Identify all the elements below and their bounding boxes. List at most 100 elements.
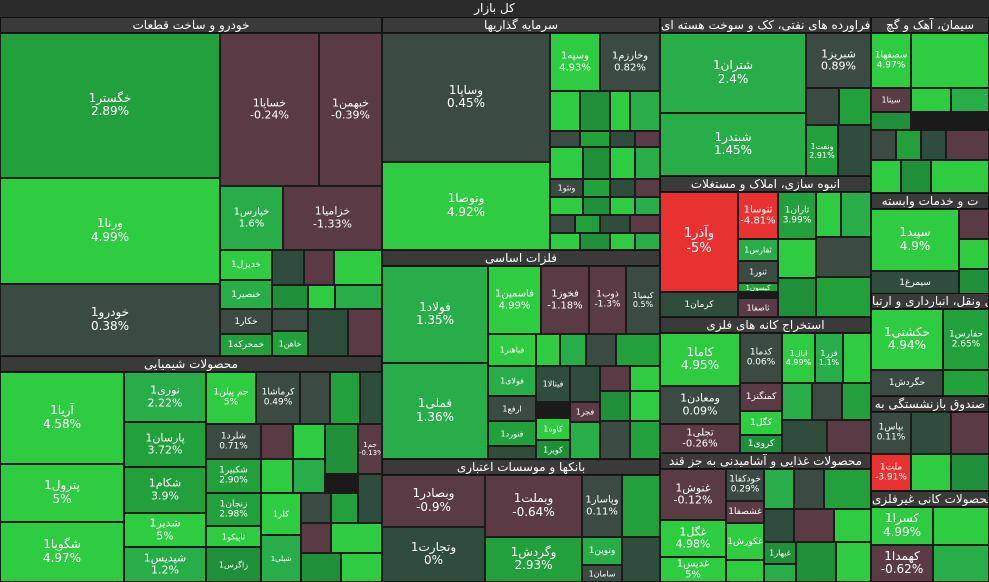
treemap-tile[interactable]: ذوب1 -1.3% (589, 266, 626, 334)
treemap-tile[interactable] (570, 422, 600, 459)
treemap-tile[interactable]: غکورش1 (726, 523, 764, 560)
treemap-tile[interactable] (933, 545, 989, 582)
treemap-tile[interactable] (560, 334, 586, 366)
treemap-tile[interactable] (630, 91, 660, 131)
sector-header[interactable]: حمل ونقل، انبارداری و ارتبا (871, 293, 989, 309)
treemap-tile[interactable]: وتوصا1 4.92% (382, 162, 550, 250)
treemap-tile[interactable] (261, 424, 293, 459)
treemap-tile[interactable] (959, 269, 989, 295)
treemap-tile[interactable] (622, 537, 660, 582)
treemap-tile[interactable] (726, 560, 764, 582)
treemap-tile[interactable] (550, 215, 575, 233)
sector-header[interactable]: سیمان، آهک و گچ (871, 17, 989, 33)
treemap-tile[interactable]: کهمدا1 -0.62% (871, 545, 933, 582)
treemap-tile[interactable] (600, 215, 630, 233)
treemap-tile[interactable]: زنجان1 2.98% (206, 493, 261, 526)
treemap-tile[interactable] (816, 192, 841, 237)
sector-header[interactable]: محصولات غذایی و آشامیدنی به جز قند (660, 453, 871, 469)
treemap-tile[interactable] (600, 366, 630, 391)
treemap-tile[interactable] (550, 131, 580, 147)
treemap-tile[interactable] (778, 278, 816, 317)
treemap-tile[interactable]: سصفها1 4.97% (871, 33, 911, 88)
treemap-tile[interactable]: وتجارت1 0% (382, 527, 485, 582)
treemap-tile[interactable] (272, 285, 308, 309)
treemap-tile[interactable] (630, 366, 660, 391)
treemap-tile[interactable] (841, 192, 871, 237)
treemap-tile[interactable]: کیمیا1 0.5% (626, 266, 660, 334)
treemap-tile[interactable] (911, 454, 951, 491)
treemap-tile[interactable] (308, 285, 335, 309)
treemap-tile[interactable]: فجر1 (570, 402, 600, 422)
treemap-tile[interactable] (536, 334, 560, 366)
treemap-tile[interactable] (946, 130, 989, 160)
treemap-tile[interactable] (921, 130, 946, 160)
treemap-tile[interactable]: خبهمن1 -0.39% (319, 33, 382, 186)
treemap-tile[interactable] (951, 412, 989, 454)
treemap-tile[interactable]: فزر1 1.1% (815, 333, 843, 383)
treemap-tile[interactable]: خپارس1 1.6% (220, 186, 283, 250)
sector-header[interactable]: فراورده های نفتی، کک و سوخت هسته ای (660, 17, 871, 33)
sector-header[interactable]: محصولات شیمیایی (0, 356, 382, 372)
treemap-tile[interactable]: بپاس1 0.11% (871, 412, 911, 454)
treemap-tile[interactable] (836, 542, 871, 582)
treemap-tile[interactable]: تاپیکو1 (206, 526, 261, 547)
sector-header[interactable]: محصولات کانی غیرفلزی (871, 491, 989, 507)
treemap-tile[interactable] (824, 469, 871, 509)
treemap-tile[interactable] (635, 197, 660, 215)
treemap-tile[interactable]: خاهن1 (272, 331, 308, 356)
treemap-tile[interactable]: سیتا1 (871, 88, 911, 112)
treemap-tile[interactable]: کسرا1 4.99% (871, 507, 933, 545)
treemap-tile[interactable] (871, 130, 896, 160)
treemap-tile[interactable] (580, 91, 610, 131)
sector-header[interactable]: بانکها و موسسات اعتباری (382, 459, 660, 475)
treemap-tile[interactable]: ونئو1 (550, 179, 583, 197)
treemap-tile[interactable] (834, 509, 871, 542)
treemap-tile[interactable]: غشصفا1 (726, 501, 764, 523)
treemap-tile[interactable] (348, 309, 382, 356)
treemap-tile[interactable]: وبصادر1 -0.9% (382, 475, 485, 527)
treemap-tile[interactable] (764, 509, 794, 542)
treemap-tile[interactable] (600, 421, 630, 459)
treemap-tile[interactable]: کرماشا1 0.49% (256, 372, 300, 424)
treemap-tile[interactable]: حگردش1 (871, 370, 943, 396)
treemap-tile[interactable] (331, 523, 382, 553)
treemap-tile[interactable] (812, 383, 842, 420)
treemap-tile[interactable] (272, 309, 308, 331)
treemap-tile[interactable] (301, 493, 331, 523)
treemap-tile[interactable]: کاما1 4.95% (660, 333, 740, 386)
treemap-tile[interactable] (951, 454, 989, 491)
treemap-tile[interactable] (782, 383, 812, 420)
treemap-tile[interactable] (488, 446, 536, 459)
treemap-tile[interactable]: سپید1 4.9% (871, 209, 959, 271)
treemap-tile[interactable]: کرمان1 (660, 292, 738, 317)
treemap-tile[interactable]: وگردش1 2.93% (485, 537, 582, 582)
treemap-tile[interactable]: ثنور1 (738, 261, 778, 283)
treemap-tile[interactable] (839, 88, 871, 125)
treemap-tile[interactable]: فولای1 (488, 366, 536, 396)
treemap-tile[interactable] (635, 131, 660, 147)
treemap-tile[interactable]: فولاد1 1.35% (382, 266, 488, 363)
treemap-tile[interactable]: وساپا1 0.45% (382, 33, 550, 162)
treemap-tile[interactable] (580, 131, 610, 147)
treemap-tile[interactable] (764, 469, 794, 509)
treemap-tile[interactable]: کویر1 (536, 440, 570, 459)
treemap-tile[interactable]: ونوین1 (582, 537, 622, 565)
treemap-tile[interactable] (550, 147, 583, 179)
treemap-tile[interactable]: خگستر1 2.89% (0, 33, 220, 178)
treemap-tile[interactable] (896, 130, 921, 160)
treemap-tile[interactable] (301, 523, 331, 553)
treemap-tile[interactable]: فیتالا1 (536, 366, 570, 402)
treemap-tile[interactable] (300, 372, 330, 424)
treemap-tile[interactable] (959, 209, 989, 239)
treemap-tile[interactable] (794, 469, 824, 509)
treemap-tile[interactable] (622, 475, 660, 537)
treemap-tile[interactable] (550, 91, 580, 131)
treemap-tile[interactable] (293, 459, 325, 493)
treemap-tile[interactable] (635, 233, 660, 250)
treemap-tile[interactable]: تجلی1 -0.26% (660, 424, 740, 453)
treemap-tile[interactable]: غدیس1 5% (660, 557, 726, 582)
treemap-tile[interactable]: وبملت1 -0.64% (485, 475, 582, 537)
treemap-tile[interactable] (308, 309, 348, 356)
treemap-tile[interactable] (843, 333, 871, 383)
sector-header[interactable]: فلزات اساسی (382, 250, 660, 266)
